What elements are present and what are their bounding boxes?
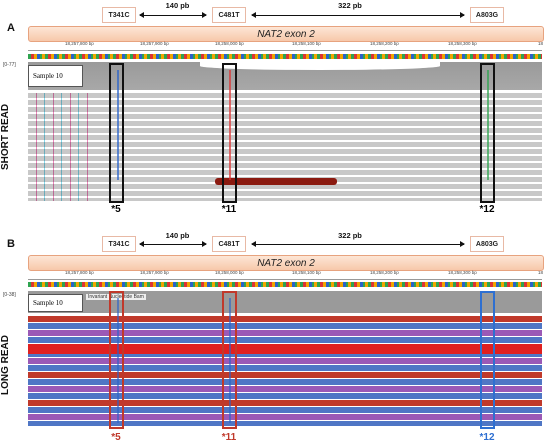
- variant-column-12: [487, 70, 489, 180]
- ruler-tick: 18,258,100 bp: [292, 270, 321, 275]
- sample-label-a: Sample 10: [28, 65, 83, 87]
- ruler-b: [28, 273, 542, 280]
- coverage-note-b: Invariant Nucleotide Bam: [86, 294, 146, 300]
- side-label-long-read: LONG READ: [0, 335, 11, 395]
- exon-label-b: NAT2 exon 2: [257, 257, 315, 269]
- reference-sequence-track-b: [28, 282, 542, 287]
- ruler-tick: 18,257,800 bp: [65, 270, 94, 275]
- highlighted-read: [215, 178, 337, 185]
- variant-label-a803g: A803G: [470, 236, 504, 252]
- exon-bar-b: NAT2 exon 2: [28, 255, 544, 271]
- variant-column-11: [229, 298, 231, 423]
- allele-label-12: *12: [479, 204, 495, 215]
- variant-label-c481t: C481T: [212, 236, 246, 252]
- distance-label-2: 322 pb: [338, 231, 362, 240]
- distance-label-1: 140 pb: [165, 1, 190, 10]
- variant-column-5: [117, 70, 119, 180]
- variant-column-11: [229, 70, 231, 180]
- coverage-track-b: [28, 291, 542, 313]
- long-read-red: [28, 344, 542, 354]
- side-label-short-read: SHORT READ: [0, 103, 11, 171]
- ruler-tick: 18,257,900 bp: [140, 270, 169, 275]
- variant-label-t341c: T341C: [102, 236, 136, 252]
- distance-label-2: 322 pb: [338, 1, 362, 10]
- sample-label-b: Sample 10: [28, 294, 83, 312]
- distance-arrow-2: [251, 241, 465, 247]
- ruler-tick: 18: [538, 41, 544, 46]
- distance-label-1: 140 pb: [165, 231, 190, 240]
- variant-highlight-box-12: [480, 291, 495, 429]
- ruler-tick: 18,257,800 bp: [65, 41, 94, 46]
- coverage-range-a: [0-77]: [3, 62, 16, 68]
- panel-letter-b: B: [7, 238, 15, 250]
- variant-label-c481t: C481T: [212, 7, 246, 23]
- variant-highlight-box-11: [222, 291, 237, 429]
- variant-label-a803g: A803G: [470, 7, 504, 23]
- ruler-tick: 18,257,900 bp: [140, 41, 169, 46]
- allele-label-11: *11: [221, 204, 237, 215]
- ruler-tick: 18,258,100 bp: [292, 41, 321, 46]
- variant-highlight-box-11: [222, 63, 237, 203]
- ruler-tick: 18: [538, 270, 544, 275]
- panel-letter-a: A: [7, 22, 15, 34]
- allele-label-5: *5: [111, 432, 121, 443]
- variant-highlight-box-5: [109, 63, 124, 203]
- ruler-tick: 18,258,300 bp: [448, 41, 477, 46]
- allele-label-11: *11: [221, 432, 237, 443]
- ruler-a: [28, 44, 542, 51]
- long-read-blue: [28, 323, 470, 329]
- ruler-tick: 18,258,300 bp: [448, 270, 477, 275]
- exon-label-a: NAT2 exon 2: [257, 28, 315, 40]
- variant-highlight-box-5: [109, 291, 124, 429]
- long-reads-area: [28, 316, 542, 426]
- distance-arrow-2: [251, 12, 465, 18]
- allele-label-12: *12: [479, 432, 495, 443]
- ruler-tick: 18,258,000 bp: [215, 41, 244, 46]
- ruler-tick: 18,258,000 bp: [215, 270, 244, 275]
- coverage-range-b: [0-38]: [3, 292, 16, 298]
- variant-column-5: [117, 298, 119, 423]
- allele-label-5: *5: [111, 204, 121, 215]
- exon-bar-a: NAT2 exon 2: [28, 26, 544, 42]
- distance-arrow-1: [139, 12, 207, 18]
- distance-arrow-1: [139, 241, 207, 247]
- reference-sequence-track-a: [28, 54, 542, 59]
- mismatch-cluster-left: [28, 93, 88, 201]
- variant-highlight-box-12: [480, 63, 495, 203]
- ruler-tick: 18,258,200 bp: [370, 270, 399, 275]
- coverage-dip-a: [200, 62, 440, 70]
- ruler-tick: 18,258,200 bp: [370, 41, 399, 46]
- variant-label-t341c: T341C: [102, 7, 136, 23]
